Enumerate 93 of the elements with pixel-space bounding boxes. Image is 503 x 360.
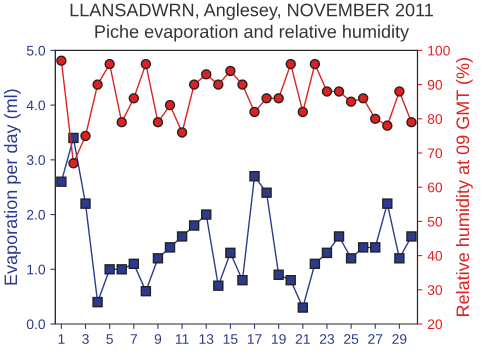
- y-tick-label: 4.0: [26, 100, 46, 110]
- point: [273, 93, 284, 104]
- point: [104, 264, 115, 274]
- point: [322, 248, 332, 258]
- point: [346, 253, 356, 264]
- x-tick-label: 17: [248, 334, 262, 344]
- point: [128, 258, 140, 270]
- point: [394, 86, 405, 97]
- point: [140, 58, 152, 70]
- x-tick-label: 9: [154, 334, 162, 344]
- y2-tick-label: 40: [428, 250, 442, 261]
- point: [382, 198, 393, 209]
- point: [370, 114, 380, 124]
- point: [116, 117, 127, 128]
- point: [273, 270, 284, 280]
- point: [249, 106, 260, 118]
- y2-tick-label: 90: [428, 80, 442, 90]
- point: [213, 280, 224, 291]
- y-tick-label: 5.0: [26, 46, 46, 56]
- x-tick-label: 1: [58, 334, 65, 344]
- y2-tick-label: 100: [428, 46, 450, 56]
- x-tick-label: 13: [200, 334, 214, 344]
- point: [382, 120, 393, 131]
- point: [213, 79, 224, 90]
- x-tick-label: 15: [224, 334, 238, 344]
- y-tick-label: 3.0: [26, 155, 46, 166]
- x-tick-label: 19: [272, 334, 286, 344]
- point: [406, 231, 417, 242]
- point: [237, 79, 248, 90]
- chart-subtitle: Piche evaporation and relative humidity: [95, 24, 410, 42]
- y2-tick-label: 20: [428, 319, 442, 330]
- y2-tick-label: 50: [428, 216, 442, 227]
- point: [406, 117, 417, 128]
- y2-tick-label: 60: [428, 182, 442, 192]
- point: [152, 117, 164, 128]
- point: [188, 220, 200, 231]
- y2-axis-title: Relative humidity at 09 GMT (%): [456, 58, 473, 316]
- point: [334, 86, 344, 97]
- point: [261, 93, 272, 104]
- point: [176, 127, 188, 138]
- point: [152, 253, 164, 264]
- point: [394, 253, 405, 264]
- x-tick-label: 25: [344, 334, 358, 344]
- x-tick-label: 21: [296, 334, 310, 344]
- point: [286, 58, 296, 70]
- x-tick-label: 7: [130, 334, 137, 344]
- point: [237, 275, 248, 286]
- point: [164, 100, 176, 110]
- point: [249, 171, 260, 182]
- point: [140, 286, 152, 296]
- point: [201, 209, 212, 220]
- point: [92, 296, 103, 308]
- point: [370, 242, 380, 253]
- y2-tick-label: 80: [428, 114, 442, 124]
- y-tick-label: 2.0: [27, 210, 46, 220]
- x-tick-label: 23: [320, 334, 334, 344]
- point: [286, 275, 296, 286]
- y-tick-label: 0.0: [26, 319, 46, 330]
- x-tick-label: 27: [368, 334, 382, 344]
- point: [188, 79, 200, 90]
- y2-tick-label: 70: [428, 148, 442, 158]
- x-tick-label: 29: [392, 334, 406, 344]
- point: [56, 55, 67, 66]
- x-tick-label: 5: [106, 334, 113, 344]
- point: [310, 58, 320, 70]
- point: [346, 96, 356, 107]
- point: [225, 66, 236, 76]
- point: [164, 242, 176, 253]
- point: [358, 242, 368, 253]
- point: [128, 93, 140, 104]
- y2-tick-label: 30: [428, 285, 442, 295]
- point: [176, 231, 188, 242]
- point: [310, 258, 320, 270]
- point: [92, 79, 103, 90]
- point: [358, 93, 368, 104]
- point: [322, 86, 332, 97]
- point: [68, 158, 79, 168]
- chart-title: LLANSADWRN, Anglesey, NOVEMBER 2011: [70, 3, 433, 20]
- x-tick-label: 11: [176, 334, 189, 344]
- point: [225, 248, 236, 258]
- point: [80, 198, 91, 209]
- point: [334, 231, 344, 242]
- point: [116, 264, 127, 274]
- y-axis-title: Evaporation per day (ml): [4, 89, 21, 285]
- point: [80, 130, 91, 142]
- y-tick-label: 1.0: [27, 264, 46, 274]
- x-tick-label: 3: [82, 334, 89, 344]
- point: [201, 69, 212, 80]
- point: [298, 302, 308, 313]
- point: [261, 187, 272, 198]
- point: [104, 58, 115, 70]
- point: [56, 176, 67, 187]
- point: [298, 106, 308, 118]
